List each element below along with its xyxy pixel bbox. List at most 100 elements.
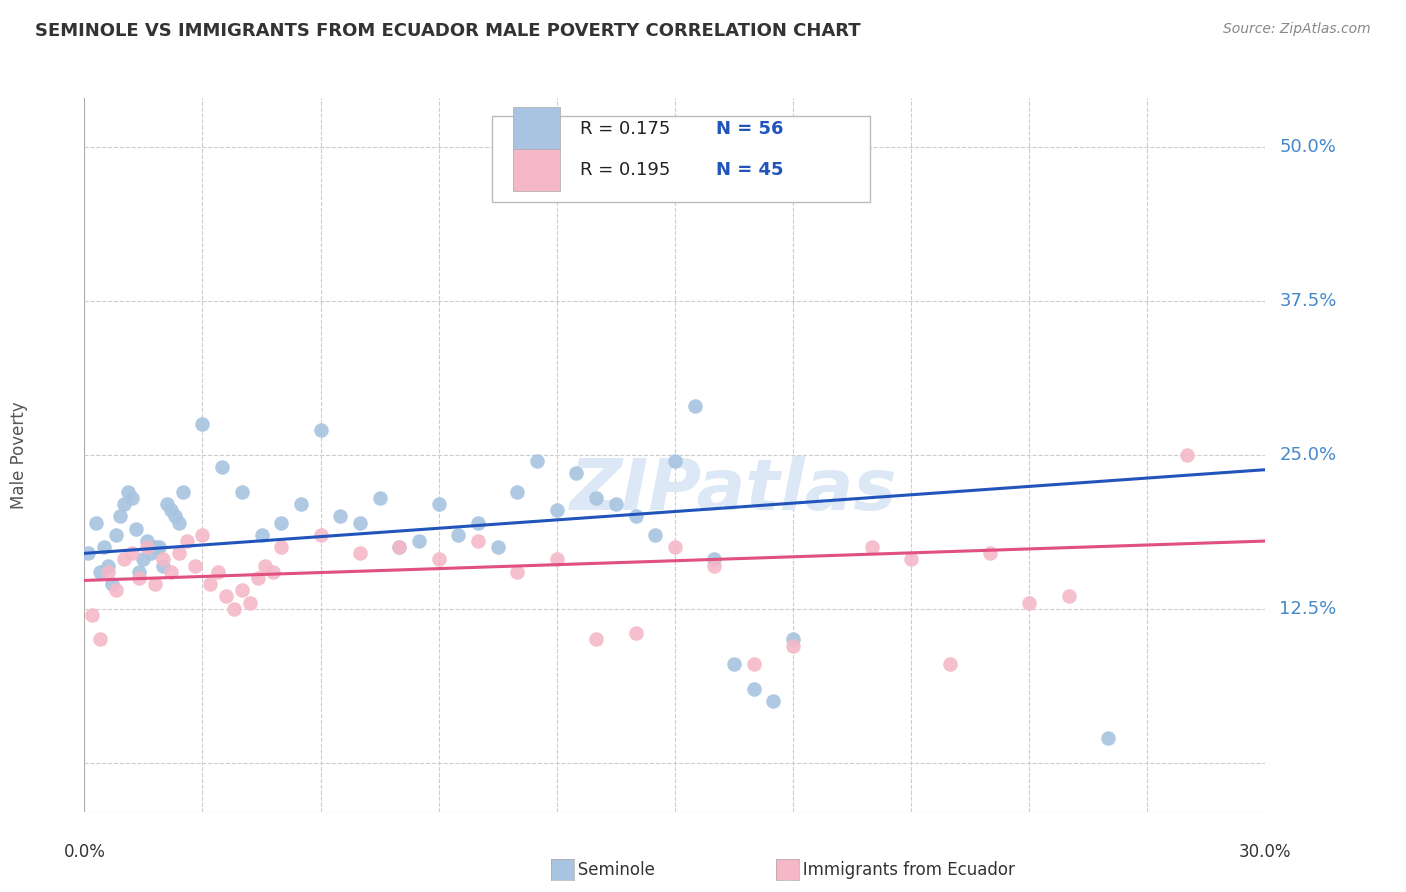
Point bbox=[467, 516, 489, 530]
FancyBboxPatch shape bbox=[492, 116, 870, 202]
Text: 0.0%: 0.0% bbox=[63, 843, 105, 861]
Point bbox=[132, 552, 155, 566]
Point bbox=[486, 540, 509, 554]
Point bbox=[723, 657, 745, 671]
Point bbox=[309, 423, 332, 437]
Point bbox=[160, 503, 183, 517]
Point bbox=[742, 681, 765, 696]
Point bbox=[427, 497, 450, 511]
Point bbox=[148, 540, 170, 554]
Point bbox=[84, 516, 107, 530]
Point bbox=[108, 509, 131, 524]
Text: SEMINOLE VS IMMIGRANTS FROM ECUADOR MALE POVERTY CORRELATION CHART: SEMINOLE VS IMMIGRANTS FROM ECUADOR MALE… bbox=[35, 22, 860, 40]
Text: 25.0%: 25.0% bbox=[1279, 446, 1337, 464]
Point bbox=[860, 540, 883, 554]
Point bbox=[262, 565, 284, 579]
Point bbox=[782, 639, 804, 653]
Point bbox=[101, 577, 124, 591]
Point bbox=[1018, 596, 1040, 610]
Point bbox=[585, 632, 607, 647]
Point bbox=[427, 552, 450, 566]
Point bbox=[742, 657, 765, 671]
Point bbox=[447, 528, 470, 542]
Point bbox=[143, 577, 166, 591]
Text: 30.0%: 30.0% bbox=[1239, 843, 1292, 861]
Point bbox=[121, 546, 143, 560]
Point bbox=[624, 509, 647, 524]
Point bbox=[506, 565, 529, 579]
Text: 50.0%: 50.0% bbox=[1279, 138, 1336, 156]
Point bbox=[163, 509, 186, 524]
Point bbox=[270, 516, 292, 530]
Point bbox=[624, 626, 647, 640]
Point bbox=[160, 565, 183, 579]
Point bbox=[939, 657, 962, 671]
Point bbox=[250, 528, 273, 542]
FancyBboxPatch shape bbox=[513, 107, 561, 150]
Point bbox=[141, 546, 163, 560]
Point bbox=[329, 509, 352, 524]
Point bbox=[683, 399, 706, 413]
Point bbox=[104, 528, 127, 542]
Point bbox=[309, 528, 332, 542]
Point bbox=[246, 571, 269, 585]
Point bbox=[979, 546, 1001, 560]
Point bbox=[191, 417, 214, 432]
Point bbox=[546, 552, 568, 566]
Point bbox=[117, 484, 139, 499]
Point bbox=[349, 546, 371, 560]
Point bbox=[506, 484, 529, 499]
Point bbox=[77, 546, 100, 560]
Text: N = 56: N = 56 bbox=[716, 120, 783, 137]
Point bbox=[97, 565, 120, 579]
Point bbox=[89, 632, 111, 647]
Point bbox=[239, 596, 262, 610]
Point bbox=[136, 540, 159, 554]
Point bbox=[900, 552, 922, 566]
Text: N = 45: N = 45 bbox=[716, 161, 783, 179]
Point bbox=[112, 552, 135, 566]
Point bbox=[585, 491, 607, 505]
Point bbox=[526, 454, 548, 468]
Point bbox=[128, 565, 150, 579]
Text: 12.5%: 12.5% bbox=[1279, 599, 1337, 618]
Point bbox=[152, 558, 174, 573]
Point bbox=[121, 491, 143, 505]
Point bbox=[136, 534, 159, 549]
Point bbox=[1175, 448, 1198, 462]
Point bbox=[388, 540, 411, 554]
Text: ZIPatlas: ZIPatlas bbox=[571, 456, 897, 525]
Point bbox=[152, 552, 174, 566]
Point bbox=[200, 577, 222, 591]
Text: Immigrants from Ecuador: Immigrants from Ecuador bbox=[787, 861, 1015, 879]
Point bbox=[167, 516, 190, 530]
Point bbox=[215, 590, 238, 604]
Point bbox=[89, 565, 111, 579]
Point bbox=[167, 546, 190, 560]
Point bbox=[1097, 731, 1119, 745]
Point bbox=[128, 571, 150, 585]
Point bbox=[207, 565, 229, 579]
Point bbox=[703, 552, 725, 566]
Point bbox=[290, 497, 312, 511]
Point bbox=[388, 540, 411, 554]
Point bbox=[172, 484, 194, 499]
Point bbox=[762, 694, 785, 708]
Text: R = 0.175: R = 0.175 bbox=[581, 120, 671, 137]
Point bbox=[112, 497, 135, 511]
Text: 37.5%: 37.5% bbox=[1279, 292, 1337, 310]
Point bbox=[605, 497, 627, 511]
Point bbox=[782, 632, 804, 647]
Text: Source: ZipAtlas.com: Source: ZipAtlas.com bbox=[1223, 22, 1371, 37]
Point bbox=[644, 528, 666, 542]
Point bbox=[546, 503, 568, 517]
Point bbox=[254, 558, 277, 573]
Point bbox=[176, 534, 198, 549]
Point bbox=[191, 528, 214, 542]
Point bbox=[1057, 590, 1080, 604]
Point bbox=[183, 558, 205, 573]
Point bbox=[270, 540, 292, 554]
Point bbox=[467, 534, 489, 549]
Point bbox=[124, 522, 146, 536]
Point bbox=[565, 467, 588, 481]
